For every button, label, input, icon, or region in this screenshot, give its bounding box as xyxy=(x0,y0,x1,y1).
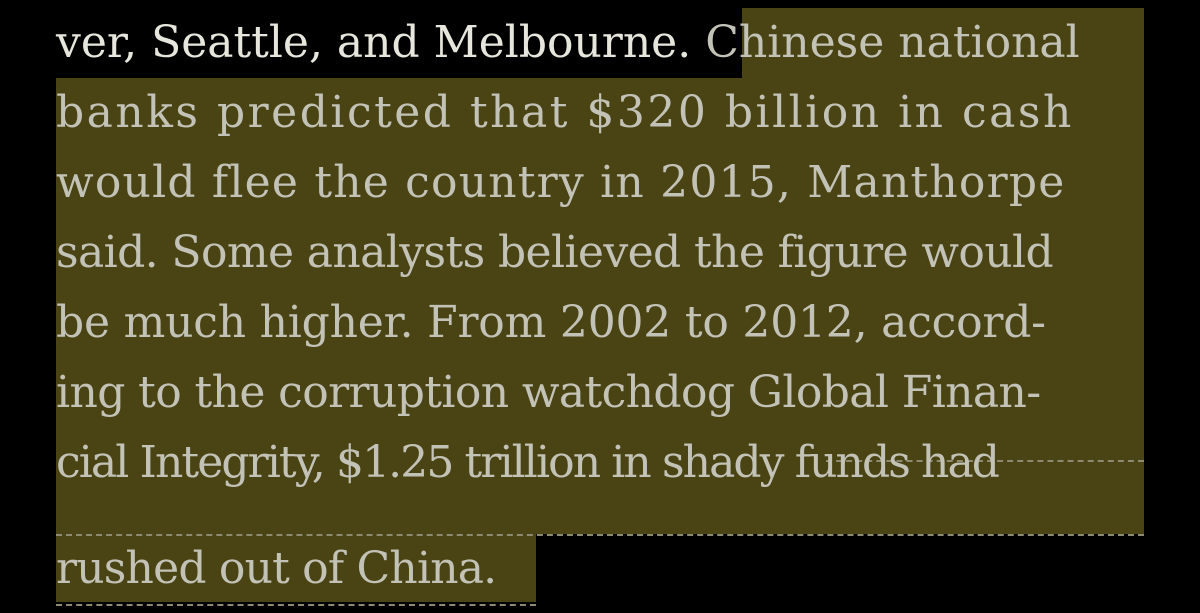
text-line: ing to the corruption watchdog Global Fi… xyxy=(56,358,1041,428)
highlighted-text[interactable]: would flee the country in 2015, Manthorp… xyxy=(56,157,1066,208)
highlight-block-line1 xyxy=(742,8,1144,78)
highlight-block-body xyxy=(56,78,1144,534)
highlight-block-last-line xyxy=(56,534,536,602)
text-line: said. Some analysts believed the figure … xyxy=(56,218,1054,288)
text-line: would flee the country in 2015, Manthorp… xyxy=(56,148,1065,218)
text-line: ver, Seattle, and Melbourne. Chinese nat… xyxy=(56,8,1080,78)
text-line: cial Integrity, $1.25 trillion in shady … xyxy=(56,428,1000,498)
highlighted-text[interactable]: said. Some analysts believed the figure … xyxy=(56,227,1054,278)
annotation-underline[interactable] xyxy=(56,604,536,606)
text-line: banks predicted that $320 billion in cas… xyxy=(56,78,1074,148)
highlighted-text[interactable]: Chinese national xyxy=(705,17,1080,68)
text-line: be much higher. From 2002 to 2012, accor… xyxy=(56,288,1046,358)
highlighted-text[interactable]: rushed out of China. xyxy=(56,543,497,594)
text-line: rushed out of China. xyxy=(56,534,497,604)
highlighted-text[interactable]: be much higher. From 2002 to 2012, accor… xyxy=(56,297,1046,348)
highlighted-text[interactable]: ing to the corruption watchdog Global Fi… xyxy=(56,367,1041,418)
annotation-underline[interactable] xyxy=(56,534,1144,536)
highlighted-text[interactable]: cial Integrity, $1.25 trillion in shady … xyxy=(56,437,1000,488)
annotation-underline[interactable] xyxy=(826,460,1144,462)
plain-text: ver, Seattle, and Melbourne. xyxy=(56,17,706,68)
highlighted-text[interactable]: banks predicted that $320 billion in cas… xyxy=(56,87,1074,138)
